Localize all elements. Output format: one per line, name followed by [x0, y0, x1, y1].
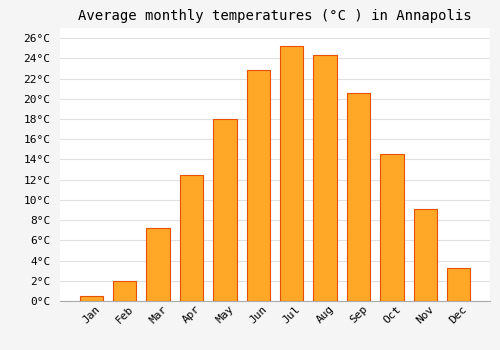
Bar	[146, 228, 170, 301]
Bar	[314, 55, 337, 301]
Bar	[280, 46, 303, 301]
Bar	[447, 268, 470, 301]
Title: Average monthly temperatures (°C ) in Annapolis: Average monthly temperatures (°C ) in An…	[78, 9, 472, 23]
Bar	[80, 296, 103, 301]
Bar	[347, 93, 370, 301]
Bar	[380, 154, 404, 301]
Bar	[113, 281, 136, 301]
Bar	[213, 119, 236, 301]
Bar	[246, 70, 270, 301]
Bar	[414, 209, 437, 301]
Bar	[180, 175, 203, 301]
